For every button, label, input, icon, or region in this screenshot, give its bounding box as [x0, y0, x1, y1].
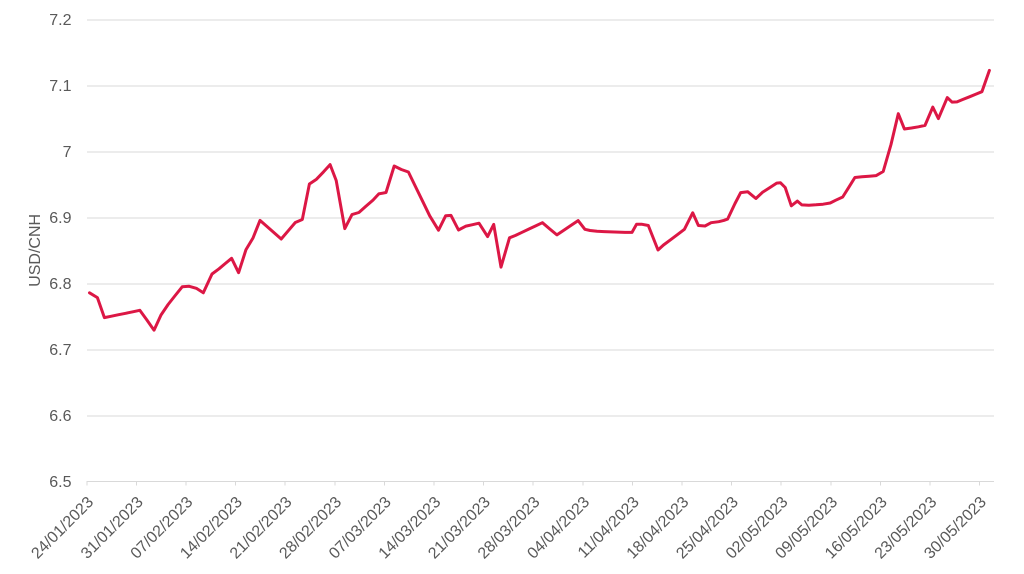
svg-text:7.1: 7.1 [49, 78, 71, 95]
svg-text:USD/CNH: USD/CNH [27, 214, 44, 287]
svg-text:7.2: 7.2 [49, 12, 71, 29]
svg-text:6.8: 6.8 [49, 276, 71, 293]
svg-text:6.6: 6.6 [49, 408, 71, 425]
svg-text:7: 7 [63, 144, 72, 161]
svg-text:6.5: 6.5 [49, 474, 71, 491]
svg-text:6.7: 6.7 [49, 342, 71, 359]
svg-text:6.9: 6.9 [49, 210, 71, 227]
